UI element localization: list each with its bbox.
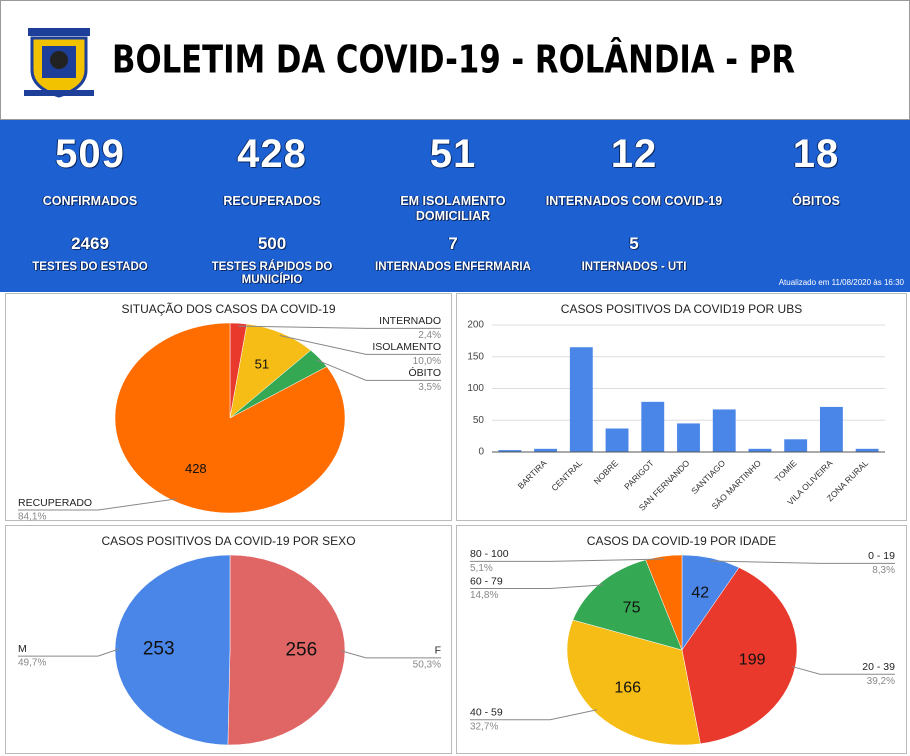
leader-line — [470, 709, 598, 721]
stat-label: ÓBITOS — [792, 194, 840, 208]
stat-value: 51 — [429, 132, 477, 176]
stat-label: TESTES RÁPIDOS DO MUNICÍPIO — [211, 261, 333, 286]
legend-label: 20 - 39 — [862, 661, 895, 673]
percent-label: 3,5% — [418, 382, 441, 393]
percent-label: 39,2% — [867, 676, 895, 687]
leader-line — [279, 335, 441, 355]
percent-label: 49,7% — [18, 658, 46, 669]
y-tick-label: 150 — [467, 351, 484, 362]
summary-band: Atualizado em 11/08/2020 às 16:30 509 CON… — [0, 120, 910, 292]
bar — [605, 428, 629, 452]
leader-line — [341, 650, 441, 659]
leader-line — [470, 558, 665, 562]
stat-label: INTERNADOS - UTI — [581, 261, 687, 273]
stat-value: 500 — [257, 234, 287, 253]
stat-label: INTERNADOS ENFERMARIA — [375, 261, 531, 273]
stat-label: EM ISOLAMENTO DOMICILIAR — [400, 194, 506, 223]
legend-label: ÓBITO — [409, 366, 441, 379]
stat-label: CONFIRMADOS — [42, 194, 138, 208]
stat-value: 509 — [55, 132, 125, 176]
y-tick-label: 0 — [478, 447, 484, 458]
stat-value: 428 — [237, 132, 307, 176]
legend-label: INTERNADO — [379, 315, 441, 327]
legend-label: 80 - 100 — [470, 548, 509, 560]
bar — [748, 448, 772, 452]
legend-label: ISOLAMENTO — [372, 341, 441, 353]
percent-label: 84,1% — [18, 512, 46, 523]
stat-label: RECUPERADOS — [223, 194, 321, 208]
bar — [498, 450, 522, 452]
pie-slice — [114, 322, 346, 514]
bar — [569, 347, 593, 452]
pie-slice — [227, 554, 346, 746]
legend-label: 0 - 19 — [868, 550, 895, 562]
stat-value: 18 — [792, 132, 840, 176]
bar — [712, 409, 736, 452]
bar — [641, 401, 665, 452]
slice-label: 428 — [185, 461, 207, 476]
stat-value: 7 — [448, 234, 458, 253]
leader-line — [470, 584, 604, 589]
bar — [677, 423, 700, 452]
percent-label: 8,3% — [872, 565, 895, 576]
legend-label: 40 - 59 — [470, 707, 503, 719]
percent-label: 14,8% — [470, 590, 498, 601]
pie-slice — [566, 619, 701, 746]
slice-label: 256 — [285, 640, 317, 661]
bar — [534, 448, 558, 452]
percent-label: 10,0% — [413, 356, 441, 367]
leader-line — [791, 665, 895, 675]
stat-value: 5 — [629, 234, 639, 253]
bar — [855, 448, 879, 452]
logo-ribbon — [24, 90, 94, 96]
percent-label: 50,3% — [413, 660, 441, 671]
leader-line — [710, 560, 895, 564]
slice-label: 75 — [623, 600, 641, 617]
page-title: BOLETIM DA COVID-19 - ROLÂNDIA - PR — [112, 38, 795, 82]
percent-label: 32,7% — [470, 721, 498, 732]
pie-slice — [229, 323, 312, 419]
slice-label: 166 — [614, 679, 641, 696]
city-logo — [24, 28, 94, 98]
leader-line — [18, 648, 119, 657]
header-box — [0, 0, 910, 120]
y-tick-label: 100 — [467, 383, 484, 394]
leader-line — [316, 359, 441, 381]
percent-label: 5,1% — [470, 563, 493, 574]
chart-title: CASOS POSITIVOS DA COVID-19 POR SEXO — [101, 534, 355, 548]
y-tick-label: 50 — [473, 415, 485, 426]
bar — [819, 406, 843, 452]
legend-label: F — [435, 645, 441, 657]
stat-label: TESTES DO ESTADO — [32, 261, 148, 273]
legend-label: M — [18, 643, 27, 655]
pie-slice — [114, 554, 231, 746]
slice-label: 42 — [691, 584, 709, 601]
chart-title: CASOS POSITIVOS DA COVID19 POR UBS — [561, 302, 802, 316]
leader-line — [18, 498, 177, 511]
updated-note: Atualizado em 11/08/2020 às 16:30 — [778, 278, 904, 287]
slice-label: 199 — [739, 652, 766, 669]
legend-label: RECUPERADO — [18, 497, 92, 509]
percent-label: 2,4% — [418, 330, 441, 341]
stat-value: 12 — [610, 132, 658, 176]
legend-label: 60 - 79 — [470, 575, 503, 587]
stat-label: INTERNADOS COM COVID-19 — [545, 194, 723, 208]
logo-crown — [28, 28, 90, 36]
stat-value: 2469 — [71, 234, 109, 253]
chart-title: SITUAÇÃO DOS CASOS DA COVID-19 — [121, 302, 335, 316]
slice-label: 51 — [255, 357, 269, 372]
bar — [784, 439, 808, 452]
logo-figure — [50, 51, 68, 69]
y-tick-label: 200 — [467, 320, 484, 331]
slice-label: 253 — [143, 638, 175, 659]
chart-title: CASOS DA COVID-19 POR IDADE — [587, 534, 776, 548]
leader-line — [238, 325, 441, 329]
